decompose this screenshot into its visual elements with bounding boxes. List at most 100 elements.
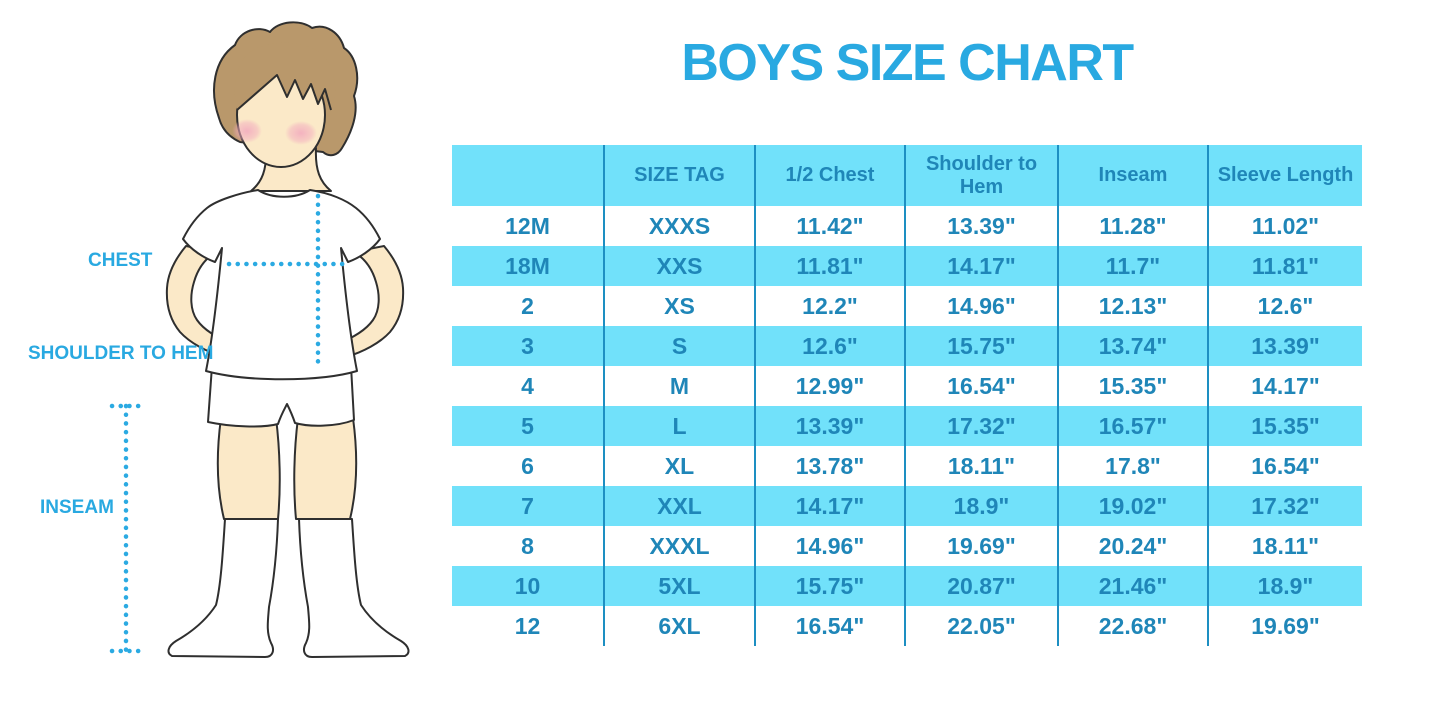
table-row: 6 XL 13.78" 18.11" 17.8" 16.54" — [452, 446, 1362, 486]
column-header — [452, 145, 604, 206]
left-leg — [216, 417, 281, 520]
cell: 5 — [521, 412, 534, 439]
cell: M — [603, 366, 755, 406]
label-chest: CHEST — [88, 250, 153, 271]
cell: 11.81" — [1207, 246, 1362, 286]
cell: 12.99" — [754, 366, 905, 406]
cell: 20.87" — [904, 566, 1058, 606]
table-row: 5 L 13.39" 17.32" 16.57" 15.35" — [452, 406, 1362, 446]
cell: 15.75" — [754, 566, 905, 606]
cell: 6XL — [603, 606, 755, 646]
cell: 7 — [521, 492, 534, 519]
cell: XL — [603, 446, 755, 486]
cell: 19.69" — [904, 526, 1058, 566]
cell: 18.11" — [1207, 526, 1362, 566]
cell: 16.57" — [1057, 406, 1208, 446]
size-table-body: SIZE TAG 1/2 Chest Shoulder to Hem Inseam Sl… — [452, 145, 1362, 646]
cell: 2 — [521, 292, 534, 319]
cell: 18.9" — [904, 486, 1058, 526]
left-cheek-blush — [232, 119, 262, 143]
table-row: 7 XXL 14.17" 18.9" 19.02" 17.32" — [452, 486, 1362, 526]
boy-illustration — [109, 21, 410, 658]
cell: 16.54" — [904, 366, 1058, 406]
cell: XXXL — [603, 526, 755, 566]
cell: 22.05" — [904, 606, 1058, 646]
cell: 12 — [514, 612, 541, 639]
cell: 14.96" — [904, 286, 1058, 326]
cell: 6 — [521, 452, 534, 479]
cell: 18.9" — [1207, 566, 1362, 606]
cell: 21.46" — [1057, 566, 1208, 606]
cell: 5XL — [603, 566, 755, 606]
cell: 20.24" — [1057, 526, 1208, 566]
right-cheek-blush — [285, 121, 317, 145]
cell: 13.78" — [754, 446, 905, 486]
cell: 19.02" — [1057, 486, 1208, 526]
table-row: 4 M 12.99" 16.54" 15.35" 14.17" — [452, 366, 1362, 406]
table-row: 10 5XL 15.75" 20.87" 21.46" 18.9" — [452, 566, 1362, 606]
size-table: SIZE TAG 1/2 Chest Shoulder to Hem Inseam Sl… — [452, 145, 1362, 646]
cell: 14.17" — [754, 486, 905, 526]
header-row: SIZE TAG 1/2 Chest Shoulder to Hem Inseam Sl… — [452, 145, 1362, 206]
cell: 12.6" — [754, 326, 905, 366]
table-row: 2 XS 12.2" 14.96" 12.13" 12.6" — [452, 286, 1362, 326]
left-sock — [167, 518, 279, 658]
cell: 10 — [514, 572, 541, 599]
cell: 3 — [521, 332, 534, 359]
cell: 17.32" — [1207, 486, 1362, 526]
hair-fringe — [234, 42, 336, 110]
right-leg — [293, 417, 358, 520]
label-shoulder-to-hem: SHOULDER TO HEM — [28, 343, 214, 364]
cell: 8 — [521, 532, 534, 559]
label-inseam: INSEAM — [40, 497, 114, 518]
cell: 12.6" — [1207, 286, 1362, 326]
cell: XS — [603, 286, 755, 326]
t-shirt — [182, 189, 381, 381]
table-row: 8 XXXL 14.96" 19.69" 20.24" 18.11" — [452, 526, 1362, 566]
page-title: BOYS SIZE CHART — [681, 34, 1134, 92]
cell: 12.13" — [1057, 286, 1208, 326]
cell: 13.39" — [1207, 326, 1362, 366]
cell: 15.35" — [1207, 406, 1362, 446]
cell: 4 — [521, 372, 534, 399]
cell: 18M — [505, 252, 550, 279]
cell: 11.28" — [1057, 206, 1208, 246]
measurement-guides — [109, 193, 348, 654]
right-sock — [298, 518, 410, 658]
cell: 17.32" — [904, 406, 1058, 446]
column-header: Shoulder to Hem — [904, 145, 1058, 206]
shorts — [207, 365, 355, 428]
cell: XXXS — [603, 206, 755, 246]
cell: 15.75" — [904, 326, 1058, 366]
cell: 22.68" — [1057, 606, 1208, 646]
cell: S — [603, 326, 755, 366]
cell: 15.35" — [1057, 366, 1208, 406]
column-header: Inseam — [1057, 145, 1208, 206]
cell: 14.96" — [754, 526, 905, 566]
table-row: 12M XXXS 11.42" 13.39" 11.28" 11.02" — [452, 206, 1362, 246]
cell: 16.54" — [1207, 446, 1362, 486]
size-chart: SIZE TAG 1/2 Chest Shoulder to Hem Inseam Sl… — [452, 145, 1362, 646]
cell: 13.39" — [904, 206, 1058, 246]
table-row: 3 S 12.6" 15.75" 13.74" 13.39" — [452, 326, 1362, 366]
cell: XXS — [603, 246, 755, 286]
cell: 13.39" — [754, 406, 905, 446]
cell: 13.74" — [1057, 326, 1208, 366]
cell: 17.8" — [1057, 446, 1208, 486]
cell: 11.81" — [754, 246, 905, 286]
cell: 14.17" — [904, 246, 1058, 286]
hair-fringe-edge — [236, 74, 332, 111]
cell: 14.17" — [1207, 366, 1362, 406]
cell: XXL — [603, 486, 755, 526]
cell: 11.02" — [1207, 206, 1362, 246]
table-row: 18M XXS 11.81" 14.17" 11.7" 11.81" — [452, 246, 1362, 286]
cell: L — [603, 406, 755, 446]
column-header: Sleeve Length — [1207, 145, 1362, 206]
cell: 11.7" — [1057, 246, 1208, 286]
cell: 16.54" — [754, 606, 905, 646]
column-header: 1/2 Chest — [754, 145, 905, 206]
cell: 19.69" — [1207, 606, 1362, 646]
column-header: SIZE TAG — [603, 145, 755, 206]
cell: 12.2" — [754, 286, 905, 326]
